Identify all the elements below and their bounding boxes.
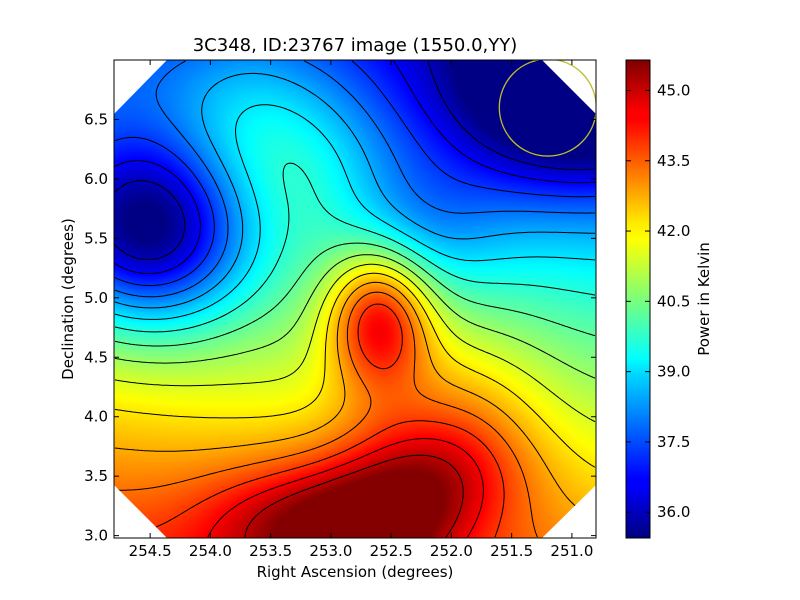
contour-line bbox=[114, 281, 596, 519]
x-tick-label: 253.5 bbox=[249, 542, 292, 560]
chart-title: 3C348, ID:23767 image (1550.0,YY) bbox=[193, 35, 518, 56]
contour-line bbox=[114, 60, 596, 275]
contour-line bbox=[114, 60, 595, 287]
contour-line bbox=[114, 60, 596, 260]
contour-line bbox=[114, 162, 595, 333]
y-axis-ticks: 3.0 3.5 4.0 4.5 5.0 5.5 6.0 6.5 bbox=[84, 110, 596, 545]
y-tick-label: 6.0 bbox=[84, 170, 108, 188]
contour-line bbox=[114, 60, 595, 298]
contour-lines bbox=[114, 60, 596, 538]
colorbar-label: Power in Kelvin bbox=[695, 242, 713, 356]
contour-line bbox=[114, 72, 595, 309]
y-tick-label: 3.0 bbox=[84, 527, 108, 545]
heatmap-image bbox=[114, 60, 596, 538]
colorbar-tick-label: 42.0 bbox=[657, 222, 690, 240]
contour-line bbox=[114, 263, 596, 423]
colorbar-tick-label: 37.5 bbox=[657, 433, 690, 451]
contour-line bbox=[114, 272, 596, 468]
colorbar-tick-label: 43.5 bbox=[657, 152, 690, 170]
x-tick-label: 254.0 bbox=[189, 542, 232, 560]
plot-area bbox=[114, 60, 596, 538]
y-tick-label: 3.5 bbox=[84, 467, 108, 485]
contour-line bbox=[114, 291, 538, 538]
contour-line bbox=[114, 104, 596, 320]
x-tick-label: 252.5 bbox=[370, 542, 413, 560]
y-tick-label: 4.5 bbox=[84, 348, 108, 366]
y-tick-label: 6.5 bbox=[84, 110, 108, 128]
contour-line bbox=[114, 242, 596, 347]
x-tick-label: 254.5 bbox=[129, 542, 172, 560]
x-axis-label: Right Ascension (degrees) bbox=[257, 563, 454, 581]
x-tick-label: 253.0 bbox=[309, 542, 352, 560]
y-tick-label: 5.5 bbox=[84, 229, 108, 247]
colorbar: 36.0 37.5 39.0 40.5 42.0 43.5 45.0 Power in Ke… bbox=[625, 59, 713, 539]
x-tick-label: 251.0 bbox=[550, 542, 593, 560]
colorbar-frame bbox=[625, 59, 651, 539]
contour-line bbox=[114, 303, 505, 538]
x-axis-ticks: 254.5 254.0 253.5 253.0 252.5 252.0 251.5 251.0 bbox=[129, 60, 593, 560]
contour-line bbox=[244, 454, 464, 538]
colorbar-gradient bbox=[626, 60, 650, 538]
colorbar-tick-label: 36.0 bbox=[657, 503, 690, 521]
colorbar-tick-label: 39.0 bbox=[657, 363, 690, 381]
contour-line bbox=[114, 254, 596, 379]
beam-circle bbox=[498, 60, 596, 157]
colorbar-ticks: 36.0 37.5 39.0 40.5 42.0 43.5 45.0 bbox=[626, 81, 690, 521]
x-tick-label: 252.0 bbox=[430, 542, 473, 560]
x-tick-label: 251.5 bbox=[490, 542, 533, 560]
colorbar-tick-label: 45.0 bbox=[657, 81, 690, 99]
y-tick-label: 4.0 bbox=[84, 408, 108, 426]
heatmap-raster bbox=[114, 60, 596, 538]
plot-frame bbox=[113, 59, 597, 539]
y-axis-label: Declination (degrees) bbox=[59, 218, 77, 380]
contour-line bbox=[207, 438, 484, 538]
colorbar-tick-label: 40.5 bbox=[657, 292, 690, 310]
y-tick-label: 5.0 bbox=[84, 289, 108, 307]
